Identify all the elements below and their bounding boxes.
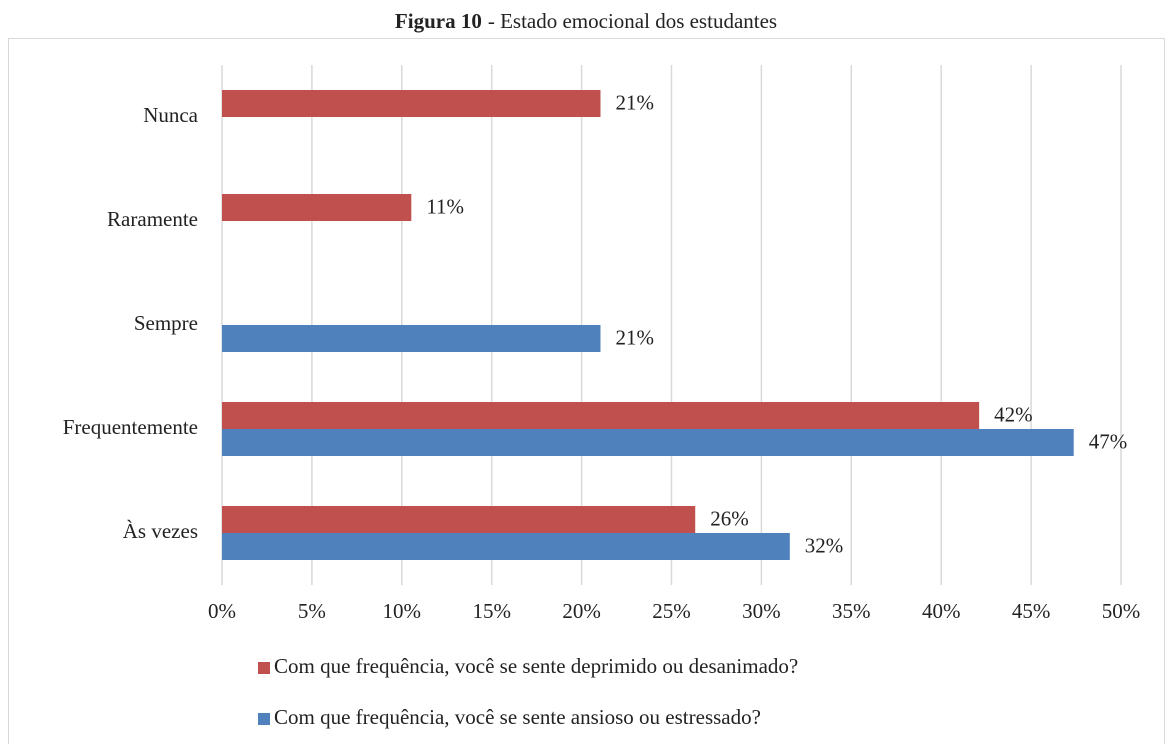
data-label: 42% xyxy=(994,402,1033,426)
x-tick-label: 15% xyxy=(472,599,511,623)
x-tick-label: 40% xyxy=(922,599,961,623)
data-label: 32% xyxy=(805,533,844,557)
legend-label: Com que frequência, você se sente ansios… xyxy=(274,705,761,729)
bar xyxy=(222,325,601,352)
y-tick-label: Frequentemente xyxy=(63,415,198,439)
chart-title: - Estado emocional dos estudantes xyxy=(488,9,777,33)
data-label: 47% xyxy=(1089,429,1128,453)
legend-swatch xyxy=(258,713,270,725)
bar xyxy=(222,194,412,221)
data-label: 21% xyxy=(615,90,654,114)
legend-swatch xyxy=(258,662,270,674)
x-tick-label: 25% xyxy=(652,599,691,623)
chart-title-group: Figura 10- Estado emocional dos estudant… xyxy=(395,9,777,33)
bar xyxy=(222,533,790,560)
figure-label: Figura 10 xyxy=(395,9,482,33)
x-tick-label: 35% xyxy=(832,599,871,623)
y-tick-label: Raramente xyxy=(107,207,198,231)
legend-label: Com que frequência, você se sente deprim… xyxy=(274,654,798,678)
x-tick-label: 20% xyxy=(562,599,601,623)
x-tick-label: 45% xyxy=(1012,599,1051,623)
x-tick-label: 0% xyxy=(208,599,236,623)
chart-frame xyxy=(8,38,1165,744)
data-label: 21% xyxy=(615,325,654,349)
x-tick-label: 30% xyxy=(742,599,781,623)
bar xyxy=(222,506,696,533)
data-label: 26% xyxy=(710,506,749,530)
data-label: 11% xyxy=(426,194,464,218)
bar xyxy=(222,90,601,117)
y-tick-label: Às vezes xyxy=(123,519,198,543)
bar xyxy=(222,402,980,429)
x-tick-label: 50% xyxy=(1102,599,1141,623)
x-tick-label: 10% xyxy=(383,599,422,623)
y-tick-label: Nunca xyxy=(143,103,198,127)
y-tick-label: Sempre xyxy=(134,311,198,335)
x-tick-label: 5% xyxy=(298,599,326,623)
bar xyxy=(222,429,1074,456)
